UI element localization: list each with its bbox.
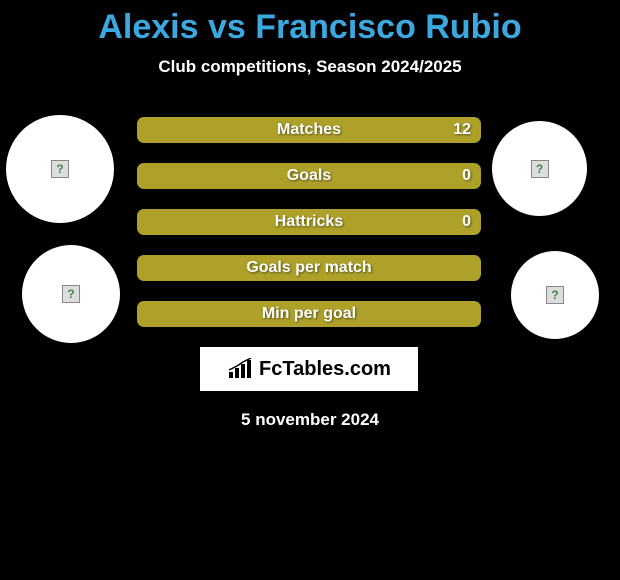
stat-bar-goals: Goals 0 (137, 163, 481, 189)
date-label: 5 november 2024 (0, 410, 620, 430)
stat-bar-min-per-goal: Min per goal (137, 301, 481, 327)
player-avatar-bottom-left (22, 245, 120, 343)
logo-text: FcTables.com (259, 358, 391, 381)
stat-bar-value: 12 (453, 121, 471, 139)
logo-box: FcTables.com (200, 347, 418, 391)
broken-image-icon (531, 160, 549, 178)
player-avatar-bottom-right (511, 251, 599, 339)
broken-image-icon (51, 160, 69, 178)
stat-bars: Matches 12 Goals 0 Hattricks 0 Goals per… (137, 117, 481, 347)
player-avatar-top-left (6, 115, 114, 223)
stat-bar-label: Hattricks (275, 213, 343, 231)
page-title: Alexis vs Francisco Rubio (0, 0, 620, 47)
player-avatar-top-right (492, 121, 587, 216)
stat-bar-value: 0 (462, 213, 471, 231)
stat-bar-label: Matches (277, 121, 341, 139)
page-subtitle: Club competitions, Season 2024/2025 (0, 57, 620, 77)
stat-bar-hattricks: Hattricks 0 (137, 209, 481, 235)
broken-image-icon (546, 286, 564, 304)
stat-bar-matches: Matches 12 (137, 117, 481, 143)
broken-image-icon (62, 285, 80, 303)
bar-chart-icon (227, 358, 253, 380)
stat-bar-value: 0 (462, 167, 471, 185)
stat-bar-goals-per-match: Goals per match (137, 255, 481, 281)
stat-bar-label: Goals (287, 167, 331, 185)
stat-bar-label: Min per goal (262, 305, 356, 323)
stat-bar-label: Goals per match (246, 259, 371, 277)
